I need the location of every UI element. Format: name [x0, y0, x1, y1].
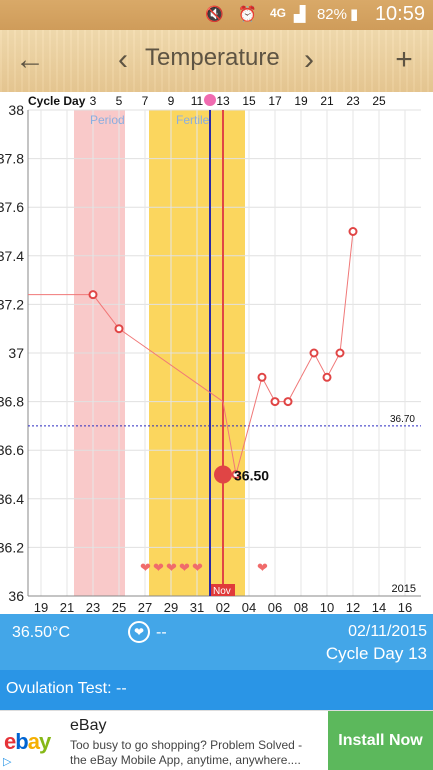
- selected-date: 02/11/2015: [348, 623, 427, 640]
- heart-icon: ❤: [257, 561, 268, 576]
- today-marker: [204, 94, 216, 106]
- y-tick-label: 38: [8, 102, 24, 118]
- cycle-day-tick: 19: [294, 94, 308, 108]
- heart-icon: ❤: [153, 561, 164, 576]
- ovulation-test-row[interactable]: Ovulation Test: --: [0, 670, 433, 710]
- x-tick-label: 16: [398, 600, 412, 614]
- temperature-point: [335, 348, 345, 358]
- cycle-day-tick: 11: [191, 94, 204, 108]
- temperature-point: [322, 372, 332, 382]
- x-tick-label: 31: [190, 600, 204, 614]
- add-button[interactable]: +: [395, 43, 413, 76]
- year-label: 2015: [392, 583, 416, 595]
- temperature-point: [88, 290, 98, 300]
- x-tick-label: 23: [86, 600, 100, 614]
- alarm-icon: ⏰: [238, 6, 257, 23]
- cycle-day-tick: 15: [242, 94, 256, 108]
- temperature-point: [114, 324, 124, 334]
- cycle-day-tick: 3: [90, 94, 97, 108]
- x-tick-label: 21: [60, 600, 74, 614]
- temperature-line: [28, 231, 354, 475]
- x-tick-label: 02: [216, 600, 230, 614]
- previous-button[interactable]: ‹: [118, 43, 128, 76]
- period-label: Period: [90, 113, 125, 127]
- battery-percent: 82%: [316, 6, 347, 23]
- network-label: 4G: [270, 6, 287, 20]
- y-tick-label: 36.6: [0, 442, 24, 458]
- cycle-day-tick: 7: [142, 94, 149, 108]
- x-tick-label: 04: [242, 600, 256, 614]
- y-tick-label: 37.4: [0, 248, 24, 264]
- install-now-button[interactable]: Install Now: [328, 711, 433, 770]
- temperature-chart[interactable]: 36 36.2 36.4 36.6 36.8 37 37.2 37.4 37.6 37.8 38 19…: [0, 92, 433, 614]
- month-label: Nov: [213, 586, 231, 597]
- fertile-label: Fertile: [176, 113, 210, 127]
- selected-temperature: 36.50°C: [12, 624, 70, 641]
- month-marker: [211, 584, 235, 596]
- back-button[interactable]: ←: [15, 43, 45, 76]
- ovulation-test-label: Ovulation Test: --: [6, 680, 127, 697]
- y-tick-label: 36.2: [0, 539, 24, 555]
- x-tick-label: 27: [138, 600, 152, 614]
- intercourse-value: --: [156, 624, 167, 641]
- temperature-point: [257, 372, 267, 382]
- coverline-label: 36.70: [390, 414, 415, 425]
- y-tick-label: 36.4: [0, 491, 24, 507]
- temperature-point: [348, 227, 358, 236]
- ebay-logo: ebay: [4, 729, 51, 754]
- status-bar: 🔇 ⏰ 4G ▟ 82% ▮ 10:59: [0, 0, 433, 30]
- cycle-day-tick: 21: [320, 94, 334, 108]
- mute-icon: 🔇: [205, 6, 224, 23]
- clock: 10:59: [374, 3, 425, 25]
- x-tick-label: 14: [372, 600, 386, 614]
- x-tick-label: 12: [346, 600, 360, 614]
- heart-icon: ❤: [192, 561, 203, 576]
- temperature-point: [309, 348, 319, 358]
- chart-svg: 3636.236.436.636.83737.237.437.637.83819…: [0, 94, 421, 614]
- y-tick-label: 37.6: [0, 199, 24, 215]
- y-tick-label: 37.2: [0, 296, 24, 312]
- y-tick-label: 36: [8, 588, 24, 604]
- toolbar: ← ‹ Temperature › +: [0, 30, 433, 92]
- cycle-day-tick: 5: [116, 94, 123, 108]
- ad-title: eBay: [70, 717, 107, 734]
- x-tick-label: 08: [294, 600, 308, 614]
- y-tick-label: 37.8: [0, 151, 24, 167]
- temperature-point: [231, 470, 241, 479]
- info-bar: 36.50°C ❤ -- 02/11/2015 Cycle Day 13: [0, 614, 433, 670]
- cycle-day-tick: 23: [346, 94, 360, 108]
- page-title: Temperature: [145, 44, 280, 71]
- y-tick-label: 36.8: [0, 394, 24, 410]
- selected-cycle-day: Cycle Day 13: [325, 644, 427, 663]
- selected-point: [214, 465, 232, 484]
- x-tick-label: 06: [268, 600, 282, 614]
- temperature-point: [270, 397, 280, 407]
- x-tick-label: 29: [164, 600, 178, 614]
- ad-banner[interactable]: ebay ▷ eBay Too busy to go shopping? Pro…: [0, 710, 433, 770]
- ad-text: Too busy to go shopping? Problem Solved …: [70, 738, 303, 767]
- signal-icon: ▟: [294, 6, 306, 23]
- play-icon: ▷: [3, 756, 12, 768]
- heart-icon: ❤: [140, 561, 151, 576]
- x-tick-label: 19: [34, 600, 48, 614]
- cycle-day-tick: 25: [372, 94, 386, 108]
- next-button[interactable]: ›: [304, 43, 314, 76]
- battery-icon: ▮: [350, 6, 359, 23]
- temperature-point: [283, 397, 293, 407]
- cycle-day-label: Cycle Day: [28, 94, 86, 108]
- selected-point-label: 36.50: [234, 468, 269, 484]
- x-tick-label: 25: [112, 600, 126, 614]
- cycle-day-tick: 13: [216, 94, 230, 108]
- heart-icon: ❤: [179, 561, 190, 576]
- heart-icon: ❤: [166, 561, 177, 576]
- x-tick-label: 10: [320, 600, 334, 614]
- cycle-day-tick: 17: [268, 94, 282, 108]
- cycle-day-tick: 9: [168, 94, 175, 108]
- heart-icon[interactable]: ❤: [128, 621, 150, 643]
- y-tick-label: 37: [8, 345, 24, 361]
